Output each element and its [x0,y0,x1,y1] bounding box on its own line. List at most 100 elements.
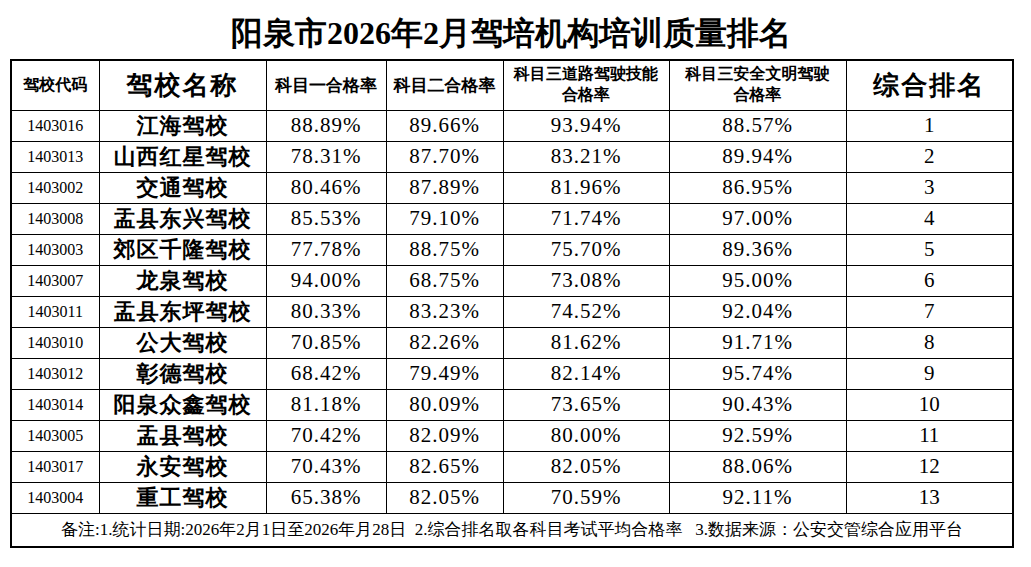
cell-school-code: 1403011 [11,296,99,327]
cell-subject1-rate: 68.42% [266,358,386,389]
header-line-1: 科目三安全文明驾驶 [686,65,830,82]
col-header-subject1-pass-rate: 科目一合格率 [266,60,386,110]
cell-subject2-rate: 79.10% [386,203,503,234]
cell-subject1-rate: 80.46% [266,172,386,203]
cell-subject1-rate: 78.31% [266,141,386,172]
cell-subject3-road-rate: 73.08% [503,265,669,296]
cell-school-name: 盂县驾校 [99,420,266,451]
cell-school-name: 重工驾校 [99,482,266,513]
cell-subject2-rate: 68.75% [386,265,503,296]
table-row: 1403011盂县东坪驾校80.33%83.23%74.52%92.04%7 [11,296,1013,327]
cell-school-name: 山西红星驾校 [99,141,266,172]
cell-subject2-rate: 87.89% [386,172,503,203]
col-header-school-code: 驾校代码 [11,60,99,110]
cell-subject2-rate: 80.09% [386,389,503,420]
cell-school-name: 阳泉众鑫驾校 [99,389,266,420]
cell-subject3-safety-rate: 91.71% [669,327,846,358]
cell-subject2-rate: 87.70% [386,141,503,172]
col-header-subject3-safe-driving-pass-rate: 科目三安全文明驾驶合格率 [669,60,846,110]
cell-overall-rank: 7 [846,296,1013,327]
cell-subject3-road-rate: 82.05% [503,451,669,482]
table-row: 1403017永安驾校70.43%82.65%82.05%88.06%12 [11,451,1013,482]
cell-subject3-road-rate: 93.94% [503,110,669,141]
cell-school-name: 盂县东坪驾校 [99,296,266,327]
cell-school-code: 1403004 [11,482,99,513]
page-title: 阳泉市2026年2月驾培机构培训质量排名 [10,12,1012,56]
col-header-school-name: 驾校名称 [99,60,266,110]
cell-subject3-road-rate: 81.96% [503,172,669,203]
cell-overall-rank: 12 [846,451,1013,482]
cell-overall-rank: 9 [846,358,1013,389]
cell-subject3-road-rate: 73.65% [503,389,669,420]
cell-school-code: 1403007 [11,265,99,296]
cell-overall-rank: 13 [846,482,1013,513]
cell-subject3-safety-rate: 92.59% [669,420,846,451]
cell-subject1-rate: 65.38% [266,482,386,513]
header-row: 驾校代码 驾校名称 科目一合格率 科目二合格率 科目三道路驾驶技能合格率 科目三… [11,60,1013,110]
cell-overall-rank: 4 [846,203,1013,234]
header-line-2: 合格率 [562,86,610,103]
cell-subject1-rate: 77.78% [266,234,386,265]
cell-subject1-rate: 88.89% [266,110,386,141]
cell-overall-rank: 5 [846,234,1013,265]
cell-overall-rank: 2 [846,141,1013,172]
cell-subject3-safety-rate: 95.74% [669,358,846,389]
cell-subject2-rate: 89.66% [386,110,503,141]
cell-subject3-road-rate: 70.59% [503,482,669,513]
cell-overall-rank: 3 [846,172,1013,203]
cell-school-code: 1403008 [11,203,99,234]
cell-subject3-road-rate: 82.14% [503,358,669,389]
cell-subject1-rate: 70.43% [266,451,386,482]
table-row: 1403013山西红星驾校78.31%87.70%83.21%89.94%2 [11,141,1013,172]
col-header-subject2-pass-rate: 科目二合格率 [386,60,503,110]
cell-school-name: 永安驾校 [99,451,266,482]
footnote: 备注:1.统计日期:2026年2月1日至2026年月28日 2.综合排名取各科目… [11,513,1013,547]
cell-overall-rank: 10 [846,389,1013,420]
header-line-2: 合格率 [734,86,782,103]
cell-subject2-rate: 82.05% [386,482,503,513]
cell-school-code: 1403016 [11,110,99,141]
cell-subject3-safety-rate: 90.43% [669,389,846,420]
table-row: 1403012彰德驾校68.42%79.49%82.14%95.74%9 [11,358,1013,389]
cell-school-name: 郊区千隆驾校 [99,234,266,265]
cell-subject3-safety-rate: 89.36% [669,234,846,265]
cell-school-code: 1403002 [11,172,99,203]
cell-subject2-rate: 83.23% [386,296,503,327]
cell-subject3-road-rate: 83.21% [503,141,669,172]
cell-subject2-rate: 82.65% [386,451,503,482]
table-row: 1403014阳泉众鑫驾校81.18%80.09%73.65%90.43%10 [11,389,1013,420]
cell-school-code: 1403003 [11,234,99,265]
cell-school-name: 龙泉驾校 [99,265,266,296]
table-row: 1403002交通驾校80.46%87.89%81.96%86.95%3 [11,172,1013,203]
cell-subject3-road-rate: 71.74% [503,203,669,234]
ranking-sheet: 阳泉市2026年2月驾培机构培训质量排名 驾校代码 驾校名称 科目一合格率 科目… [0,0,1031,567]
ranking-table: 驾校代码 驾校名称 科目一合格率 科目二合格率 科目三道路驾驶技能合格率 科目三… [10,59,1014,548]
cell-subject3-safety-rate: 89.94% [669,141,846,172]
cell-subject1-rate: 70.85% [266,327,386,358]
cell-subject3-safety-rate: 97.00% [669,203,846,234]
table-row: 1403008盂县东兴驾校85.53%79.10%71.74%97.00%4 [11,203,1013,234]
table-row: 1403004重工驾校65.38%82.05%70.59%92.11%13 [11,482,1013,513]
cell-school-code: 1403005 [11,420,99,451]
cell-school-name: 交通驾校 [99,172,266,203]
cell-subject3-safety-rate: 92.04% [669,296,846,327]
cell-school-name: 彰德驾校 [99,358,266,389]
cell-subject2-rate: 88.75% [386,234,503,265]
cell-overall-rank: 8 [846,327,1013,358]
cell-subject3-safety-rate: 86.95% [669,172,846,203]
cell-subject3-safety-rate: 92.11% [669,482,846,513]
cell-subject1-rate: 80.33% [266,296,386,327]
cell-subject2-rate: 82.09% [386,420,503,451]
col-header-subject3-road-skill-pass-rate: 科目三道路驾驶技能合格率 [503,60,669,110]
header-line-1: 科目三道路驾驶技能 [514,65,658,82]
cell-school-code: 1403014 [11,389,99,420]
cell-subject3-safety-rate: 95.00% [669,265,846,296]
cell-subject1-rate: 85.53% [266,203,386,234]
cell-overall-rank: 6 [846,265,1013,296]
cell-school-code: 1403010 [11,327,99,358]
cell-subject1-rate: 70.42% [266,420,386,451]
cell-subject3-road-rate: 75.70% [503,234,669,265]
cell-school-name: 江海驾校 [99,110,266,141]
cell-school-code: 1403012 [11,358,99,389]
cell-subject2-rate: 82.26% [386,327,503,358]
